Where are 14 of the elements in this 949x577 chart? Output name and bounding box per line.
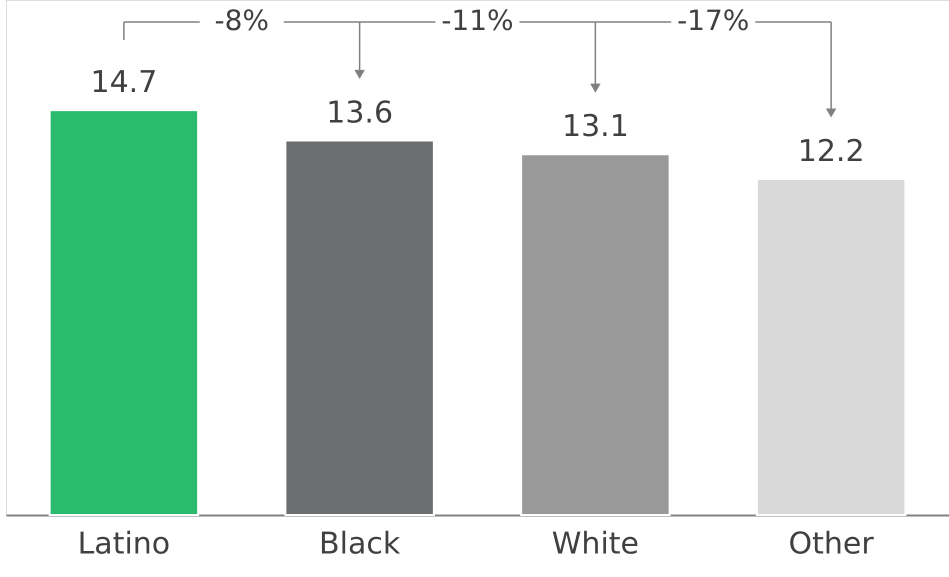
data-label: 14.7 xyxy=(90,65,158,100)
bar xyxy=(520,153,671,516)
annotation: -11% xyxy=(441,4,514,37)
x-tick-label: Latino xyxy=(78,526,170,562)
bar xyxy=(756,178,906,516)
x-tick-label: Other xyxy=(788,526,874,562)
data-label: 13.6 xyxy=(326,95,394,130)
data-label: 12.2 xyxy=(798,134,865,170)
data-label: 13.1 xyxy=(562,109,629,144)
annotation: -17% xyxy=(677,4,750,37)
x-tick-label: Black xyxy=(319,526,401,562)
annotation: -8% xyxy=(214,4,270,37)
bar xyxy=(48,109,200,516)
x-tick-label: White xyxy=(552,526,639,562)
